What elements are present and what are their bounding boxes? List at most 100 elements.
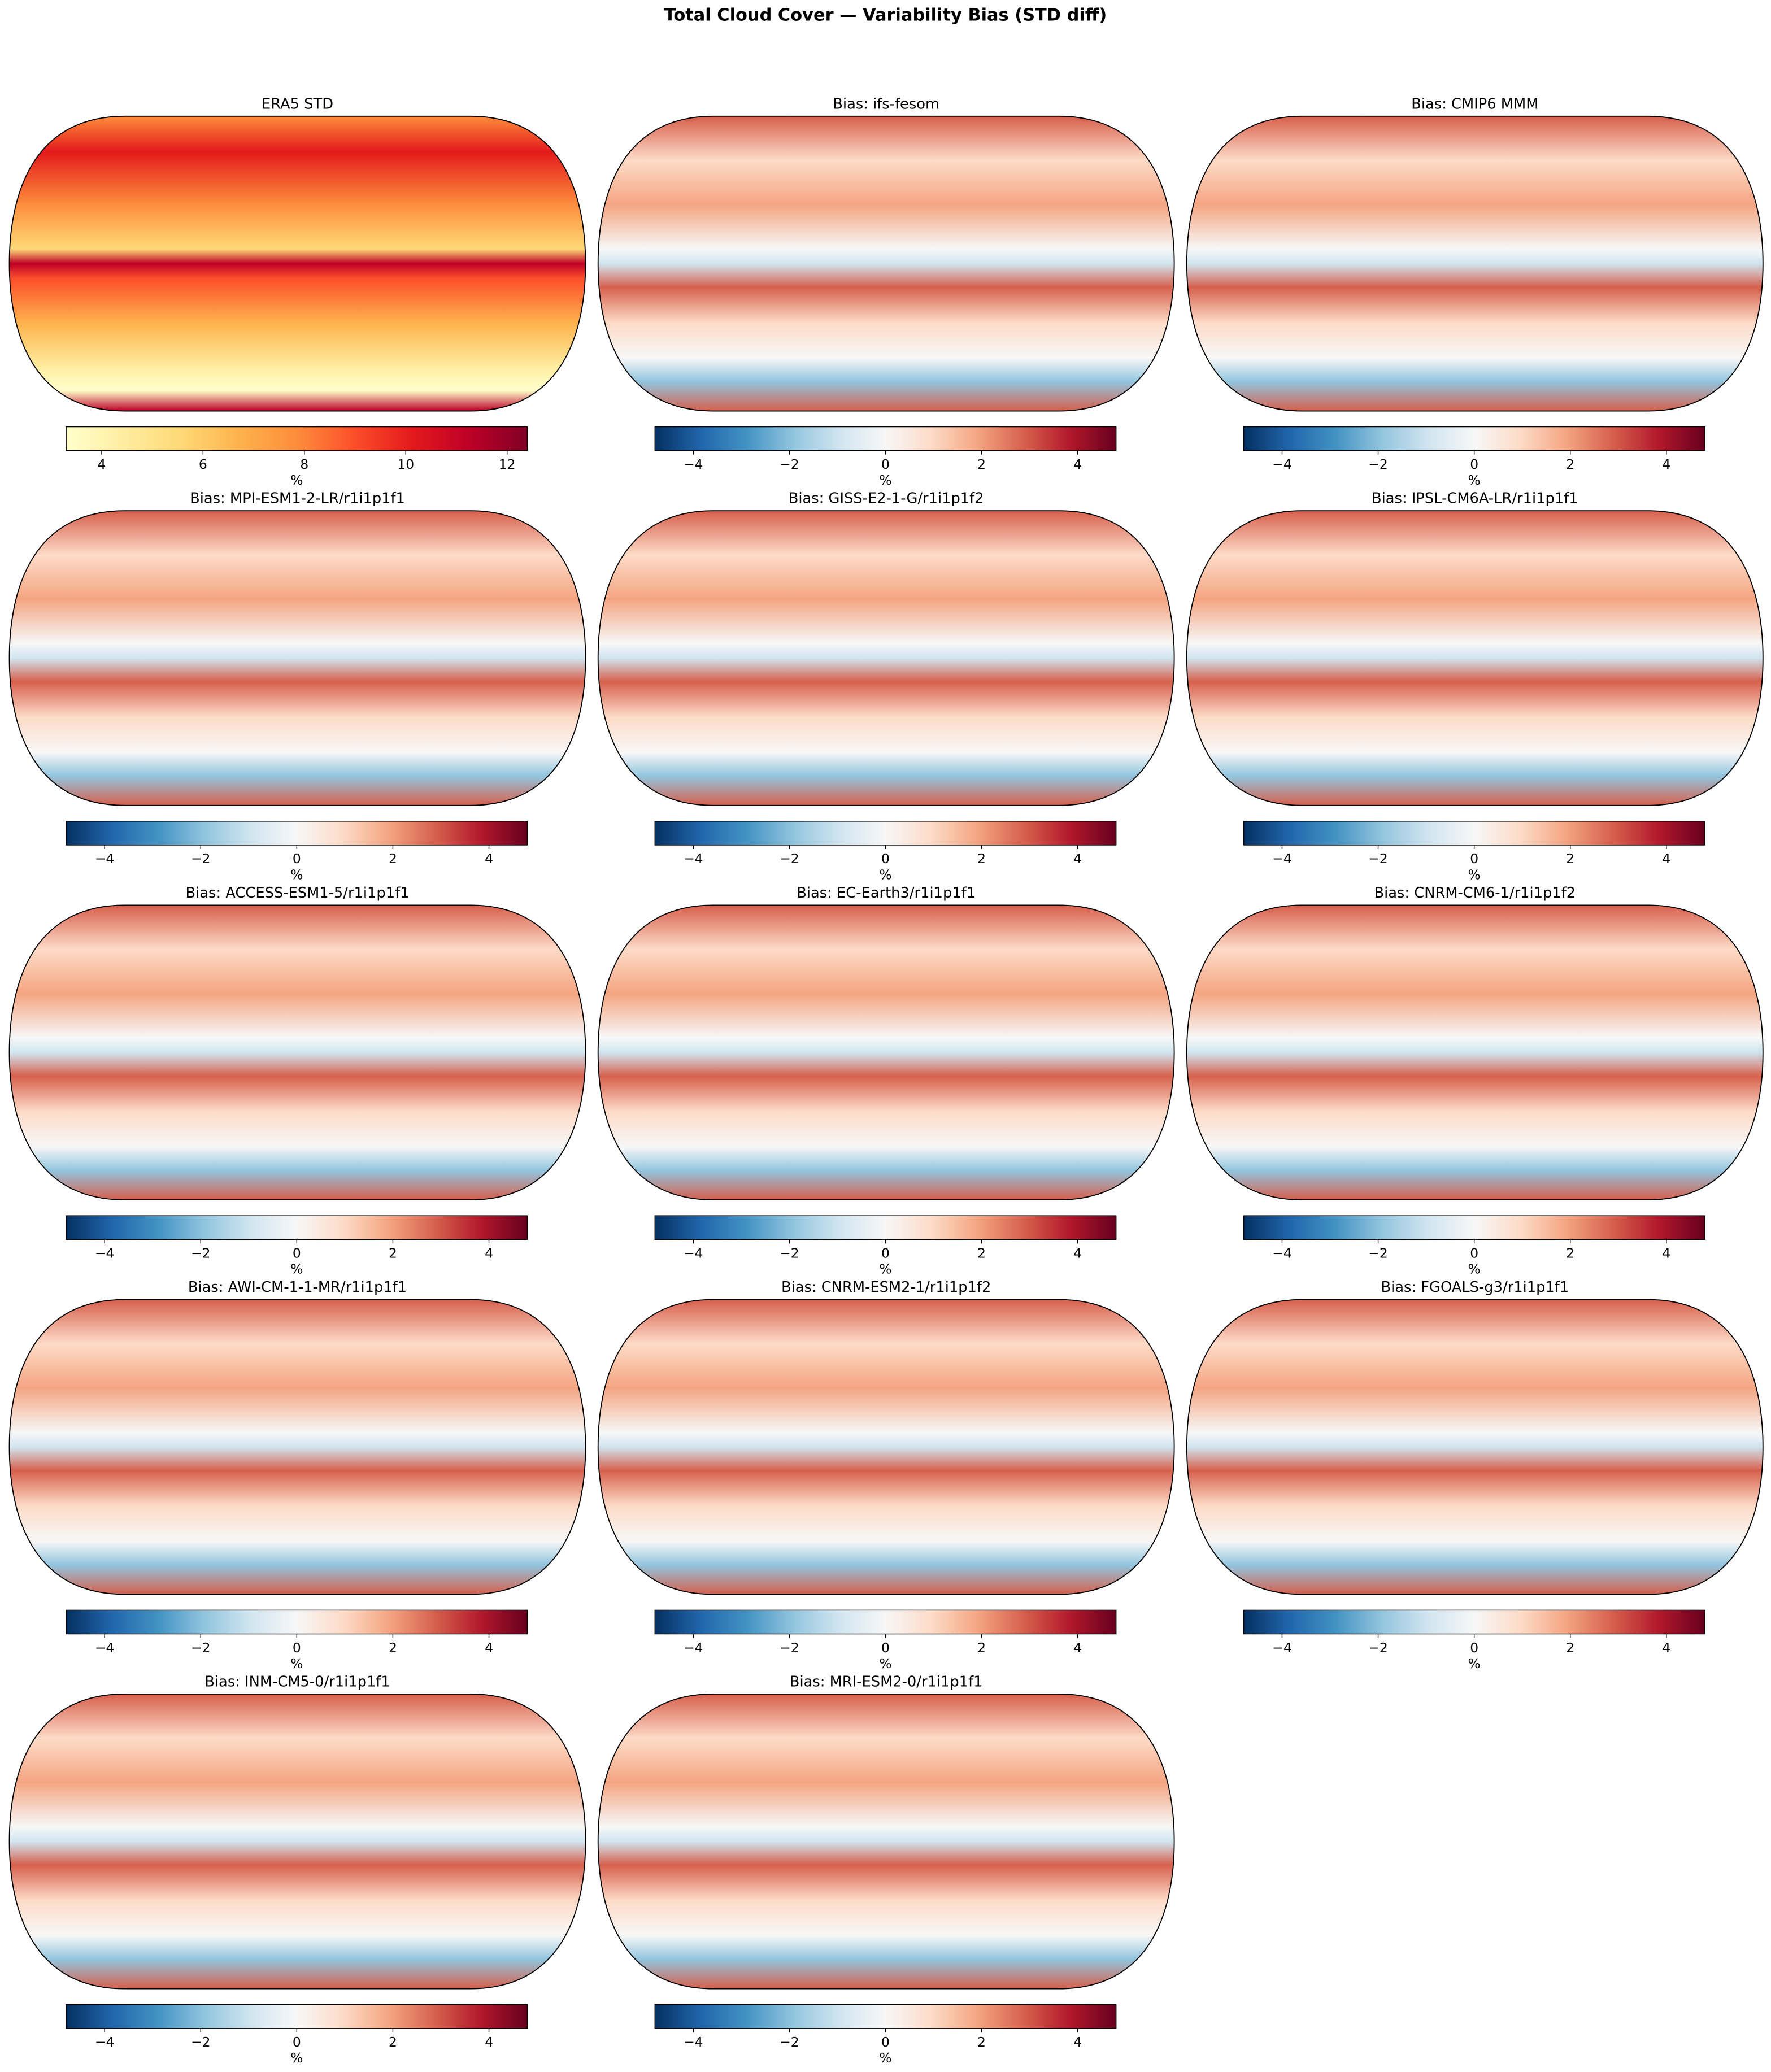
colorbar-tick-label: −4	[1272, 1245, 1291, 1261]
panel-title: Bias: INM-CM5-0/r1i1p1f1	[204, 1673, 390, 1690]
colorbar-tick-label: 4	[1662, 1640, 1670, 1656]
colorbar-tick-label: 2	[977, 851, 986, 867]
colorbar-tick-label: −2	[780, 851, 799, 867]
colorbar	[1243, 1609, 1705, 1635]
colorbar-label: %	[290, 867, 303, 882]
colorbar-tick-label: 12	[499, 456, 516, 472]
map-field	[597, 1694, 1175, 1990]
colorbar-tick-label: −2	[1368, 1245, 1387, 1261]
panel-title: Bias: MPI-ESM1-2-LR/r1i1p1f1	[190, 490, 405, 507]
panel-title: Bias: IPSL-CM6A-LR/r1i1p1f1	[1372, 490, 1578, 507]
colorbar	[66, 1215, 528, 1240]
map-field	[597, 1299, 1175, 1595]
colorbar-tick-label: 10	[397, 456, 414, 472]
panel-title: ERA5 STD	[262, 95, 333, 112]
colorbar-tick-label: −4	[1272, 1640, 1291, 1656]
colorbar-tick-label: 4	[1073, 2034, 1082, 2050]
colorbar-tick-label: 4	[1073, 1640, 1082, 1656]
colorbar-tick-label: 4	[98, 456, 106, 472]
colorbar-tick-label: 2	[1566, 851, 1574, 867]
colorbar-tick-label: 2	[1566, 1640, 1574, 1656]
colorbar	[1243, 426, 1705, 451]
colorbar-tick-label: 2	[389, 2034, 397, 2050]
colorbar-tick-label: 4	[1662, 851, 1670, 867]
colorbar-tick-label: 0	[881, 1640, 890, 1656]
map-field	[8, 904, 586, 1201]
map-field	[8, 1299, 586, 1595]
panel-title: Bias: FGOALS-g3/r1i1p1f1	[1381, 1279, 1569, 1296]
colorbar-tick-label: 2	[977, 1245, 986, 1261]
colorbar	[654, 426, 1117, 451]
colorbar-tick-label: 0	[881, 1245, 890, 1261]
colorbar-tick-label: 4	[485, 851, 493, 867]
colorbar-label: %	[1468, 472, 1481, 488]
colorbar	[66, 2004, 528, 2029]
colorbar-label: %	[1468, 1261, 1481, 1277]
colorbar-tick-label: 2	[389, 851, 397, 867]
colorbar-tick-label: −2	[780, 2034, 799, 2050]
colorbar-tick-label: 0	[1470, 1245, 1478, 1261]
panel-title: Bias: MRI-ESM2-0/r1i1p1f1	[790, 1673, 983, 1690]
colorbar-tick-label: 2	[1566, 1245, 1574, 1261]
colorbar-tick-label: −2	[191, 1245, 210, 1261]
panel-title: Bias: GISS-E2-1-G/r1i1p1f2	[789, 490, 984, 507]
colorbar-tick-label: −2	[780, 1245, 799, 1261]
colorbar-tick-label: 0	[881, 2034, 890, 2050]
colorbar-label: %	[290, 472, 303, 488]
map-field	[8, 510, 586, 806]
colorbar	[66, 426, 528, 451]
colorbar-tick-label: −4	[95, 1245, 114, 1261]
panel-title: Bias: CNRM-CM6-1/r1i1p1f2	[1374, 885, 1576, 902]
colorbar-tick-label: −2	[191, 2034, 210, 2050]
colorbar-tick-label: −4	[684, 1640, 703, 1656]
colorbar-tick-label: 2	[1566, 456, 1574, 472]
colorbar-tick-label: 4	[1662, 1245, 1670, 1261]
map-field	[1186, 904, 1764, 1201]
map-field	[597, 904, 1175, 1201]
colorbar-tick-label: 4	[485, 1245, 493, 1261]
colorbar-label: %	[290, 1656, 303, 1671]
colorbar-tick-label: 4	[1073, 456, 1082, 472]
colorbar-tick-label: 0	[293, 1640, 301, 1656]
colorbar-tick-label: 0	[881, 851, 890, 867]
map-field	[1186, 1299, 1764, 1595]
colorbar-tick-label: −4	[684, 1245, 703, 1261]
colorbar-tick-label: 8	[300, 456, 308, 472]
colorbar	[66, 1609, 528, 1635]
colorbar-tick-label: −4	[95, 851, 114, 867]
colorbar-tick-label: −4	[684, 456, 703, 472]
colorbar-tick-label: 4	[1073, 1245, 1082, 1261]
colorbar-tick-label: 6	[199, 456, 207, 472]
colorbar	[654, 821, 1117, 846]
colorbar-tick-label: −4	[1272, 456, 1291, 472]
colorbar-label: %	[879, 867, 891, 882]
colorbar-tick-label: 0	[293, 1245, 301, 1261]
colorbar-tick-label: −4	[684, 851, 703, 867]
colorbar-label: %	[290, 2050, 303, 2066]
map-field	[597, 510, 1175, 806]
colorbar-tick-label: 2	[389, 1640, 397, 1656]
colorbar-tick-label: 0	[1470, 1640, 1478, 1656]
colorbar	[654, 2004, 1117, 2029]
colorbar-label: %	[879, 472, 891, 488]
colorbar	[654, 1609, 1117, 1635]
map-field	[597, 115, 1175, 412]
colorbar	[654, 1215, 1117, 1240]
colorbar	[1243, 821, 1705, 846]
colorbar-tick-label: 2	[389, 1245, 397, 1261]
map-field	[1186, 115, 1764, 412]
figure-title: Total Cloud Cover — Variability Bias (ST…	[664, 6, 1107, 25]
panel-title: Bias: CNRM-ESM2-1/r1i1p1f2	[781, 1279, 991, 1296]
colorbar-tick-label: −2	[191, 851, 210, 867]
colorbar-label: %	[290, 1261, 303, 1277]
panel-title: Bias: ifs-fesom	[833, 95, 939, 112]
colorbar-tick-label: −4	[95, 1640, 114, 1656]
colorbar-tick-label: 4	[1073, 851, 1082, 867]
colorbar-tick-label: 0	[293, 2034, 301, 2050]
colorbar-tick-label: −2	[191, 1640, 210, 1656]
colorbar-tick-label: 2	[977, 456, 986, 472]
colorbar-tick-label: −2	[1368, 456, 1387, 472]
colorbar-tick-label: 0	[293, 851, 301, 867]
